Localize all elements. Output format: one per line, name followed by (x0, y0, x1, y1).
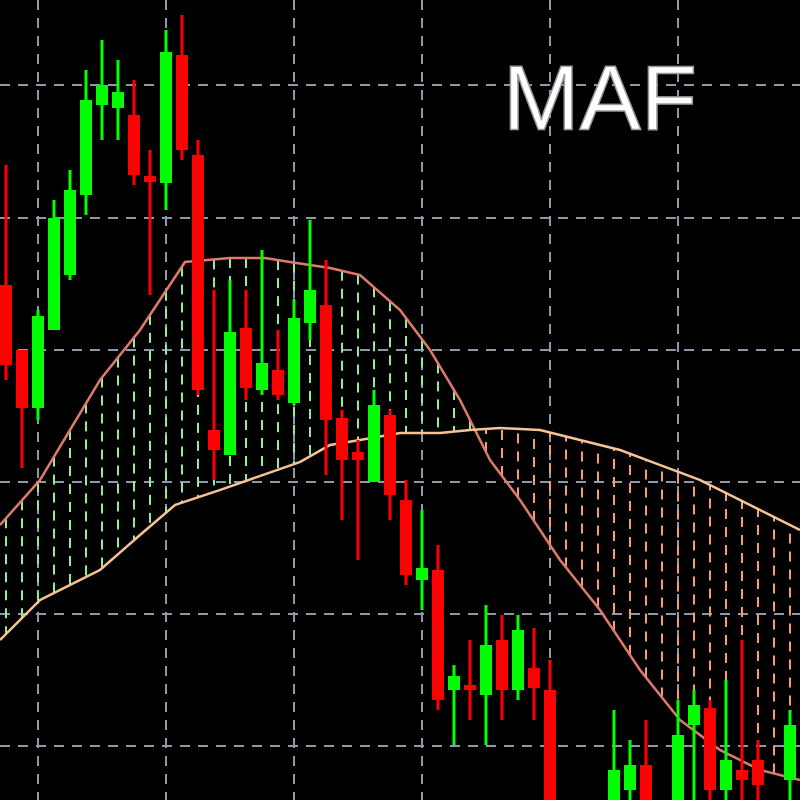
chart-title: MAF (503, 47, 697, 149)
candle-body (688, 705, 700, 725)
candle-body (192, 155, 204, 390)
candle-body (384, 415, 396, 495)
moving-averages (0, 256, 800, 782)
candle-body (416, 568, 428, 580)
candle-body (80, 100, 92, 195)
moving-average (0, 256, 800, 782)
candle-body (448, 676, 460, 690)
candle-body (304, 290, 316, 323)
candle-body (400, 500, 412, 575)
candle-body (96, 85, 108, 105)
candle-body (512, 630, 524, 690)
candle-body (128, 115, 140, 175)
candle-body (704, 708, 716, 790)
candle-body (336, 418, 348, 460)
candle-body (528, 668, 540, 688)
candle-body (240, 328, 252, 388)
candle-body (16, 350, 28, 408)
candle-body (736, 770, 748, 780)
candle-body (672, 735, 684, 800)
moving-average (0, 426, 800, 641)
candle-body (224, 332, 236, 455)
candle-body (640, 765, 652, 800)
candle-body (752, 760, 764, 785)
candle-body (0, 285, 12, 365)
candle-body (144, 176, 156, 182)
candle-body (544, 690, 556, 800)
candle-body (256, 363, 268, 390)
candle-body (208, 430, 220, 450)
candle-body (160, 52, 172, 183)
candle-body (464, 685, 476, 690)
candle-body (496, 640, 508, 690)
candle-body (608, 770, 620, 800)
candle-body (48, 218, 60, 330)
candle-body (320, 305, 332, 420)
candle-body (624, 765, 636, 790)
candle-body (112, 92, 124, 108)
candle-body (64, 190, 76, 275)
candle-body (480, 645, 492, 695)
candle-body (720, 760, 732, 790)
candle-body (352, 452, 364, 460)
candle-body (784, 725, 796, 780)
candle-body (176, 55, 188, 150)
candle-body (288, 318, 300, 403)
candle-body (272, 370, 284, 395)
candles (0, 15, 796, 800)
candle-body (32, 316, 44, 408)
candle-body (368, 405, 380, 482)
candle-body (432, 570, 444, 700)
